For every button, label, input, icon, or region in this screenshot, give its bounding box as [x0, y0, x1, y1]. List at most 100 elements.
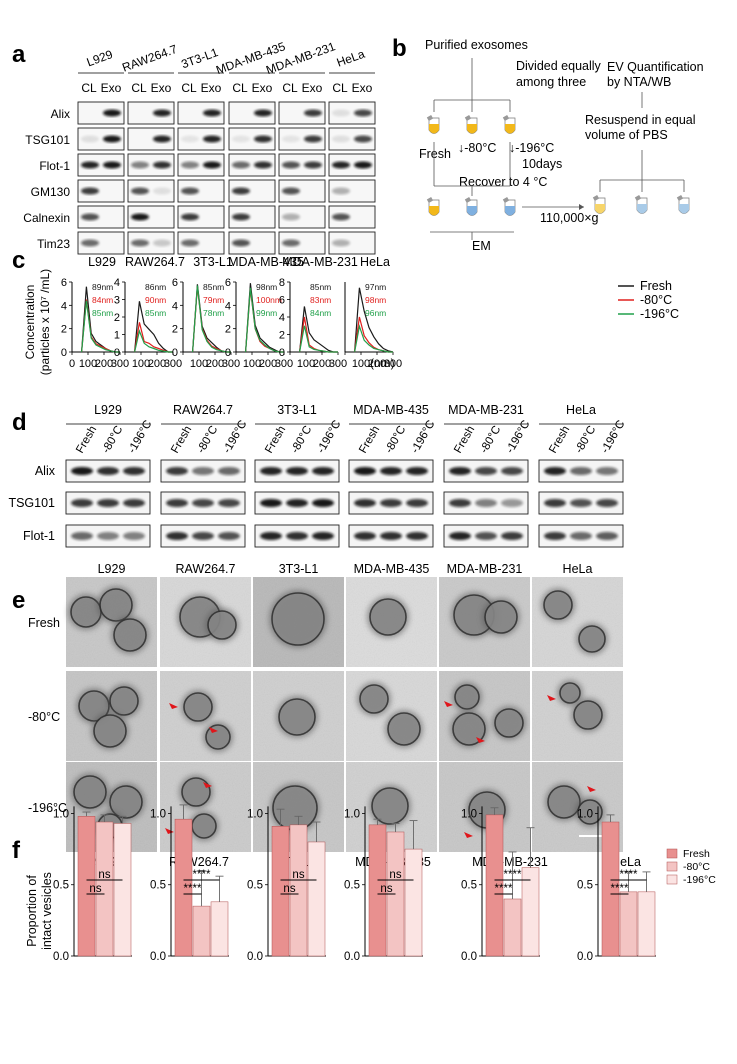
- em-vesicle: [109, 686, 139, 716]
- bar-ylabel-2: intact vesicles: [40, 872, 54, 950]
- panel-label-c: c: [12, 247, 25, 274]
- blot-d-band: [312, 499, 334, 507]
- em-red-arrowhead: [476, 737, 485, 743]
- blot-d-band: [449, 467, 471, 475]
- em-vesicle: [559, 682, 581, 704]
- blot-box: [127, 205, 175, 229]
- nta-title: L929: [88, 255, 116, 269]
- blot-d-band: [312, 467, 334, 475]
- blot-band: [304, 161, 322, 169]
- blot-box: [177, 127, 225, 151]
- nta-xtick-label: 300: [275, 358, 293, 370]
- em-vesicle: [73, 775, 107, 809]
- nta-peak-label: 83nm: [310, 295, 331, 305]
- nta-ytick-label: 2: [279, 330, 285, 342]
- tube-pbs-3-liquid: [679, 204, 689, 214]
- em-vesicle: [93, 714, 127, 748]
- blot-d-band: [406, 467, 428, 475]
- blot-band: [131, 187, 149, 195]
- lane-label-exo: Exo: [151, 81, 172, 95]
- nta-series-line: [134, 322, 173, 353]
- nta-ytick-label: 1: [114, 330, 120, 342]
- blot-band: [232, 239, 250, 247]
- nta-xtick-label: 300: [329, 358, 347, 370]
- nta-series-line: [299, 316, 338, 353]
- nta-xtick-label: 100: [79, 358, 97, 370]
- em-vesicle: [207, 610, 237, 640]
- blot-band: [282, 239, 300, 247]
- minus196-text: ↓-196°C: [509, 141, 554, 155]
- protein-label: Alix: [51, 107, 70, 121]
- minus80-text: ↓-80°C: [458, 141, 496, 155]
- tube-pbs-2-cap: [634, 195, 642, 201]
- em-cell-line: MDA-MB-231: [447, 562, 523, 576]
- fresh-text: Fresh: [419, 147, 451, 161]
- blot-d-band: [123, 532, 145, 540]
- bar-legend-swatch: [666, 874, 678, 885]
- lane-label-cl: CL: [181, 81, 197, 95]
- blot-band: [131, 161, 149, 169]
- nta-xtick-label: 300: [384, 358, 402, 370]
- sig-label: ns: [380, 883, 392, 895]
- blot-box: [278, 101, 326, 125]
- tube-pbs-3-cap: [676, 195, 684, 201]
- sig-label: ns: [389, 869, 401, 881]
- arrow-head: [579, 204, 584, 210]
- nta-peak-label: 90nm: [145, 295, 166, 305]
- nta-peak-label: 98nm: [256, 282, 277, 292]
- tube-80-em-cap: [464, 197, 472, 203]
- em-red-arrowhead: [464, 832, 473, 838]
- blot-box: [328, 127, 376, 151]
- blot-d-band: [260, 467, 282, 475]
- blot-band: [332, 239, 350, 247]
- blot-d-band: [380, 532, 402, 540]
- nta-xtick-label: 100: [243, 358, 261, 370]
- blot-box: [177, 179, 225, 203]
- blot-band: [153, 161, 171, 169]
- nta-series-line: [299, 325, 338, 353]
- blot-d-protein: Alix: [35, 464, 56, 478]
- bar: [521, 867, 540, 957]
- nta-xtick-label: 0: [69, 358, 75, 370]
- blot-d-condition: -80°C: [100, 424, 125, 456]
- blot-band: [304, 109, 322, 117]
- blot-band: [203, 109, 221, 117]
- nta-legend-label: Fresh: [640, 279, 672, 293]
- days-text: 10days: [522, 157, 562, 171]
- nta-series-line: [354, 323, 393, 353]
- blot-d-band: [166, 532, 188, 540]
- bar-chart-title: MDA-MB-231: [472, 855, 548, 869]
- blot-d-band: [354, 499, 376, 507]
- blot-band: [254, 161, 272, 169]
- em-vesicle: [494, 708, 524, 738]
- sig-label: ns: [89, 883, 101, 895]
- bar-ytick-label: 0.0: [247, 951, 263, 963]
- blot-band: [232, 135, 250, 143]
- cell-line-label: L929: [85, 47, 115, 69]
- protein-label: TSG101: [25, 133, 70, 147]
- blot-d-band: [406, 499, 428, 507]
- blot-d-condition: Fresh: [169, 424, 194, 455]
- blot-d-band: [97, 532, 119, 540]
- resuspend-text-1: Resuspend in equal: [585, 113, 696, 127]
- nta-peak-label: 85nm: [92, 308, 113, 318]
- bar-ytick-label: 1.0: [577, 808, 593, 820]
- bar-ytick-label: 0.0: [461, 951, 477, 963]
- em-vesicle: [454, 684, 480, 710]
- tube-80-em-liquid: [467, 206, 477, 216]
- blot-band: [103, 109, 121, 117]
- panel-label-b: b: [392, 35, 407, 62]
- blot-d-protein: TSG101: [8, 496, 55, 510]
- sig-label: ****: [184, 883, 202, 895]
- em-vesicle: [271, 592, 325, 646]
- panel-label-e: e: [12, 587, 25, 614]
- blot-d-condition: -80°C: [289, 424, 314, 456]
- nta-title: MDA-MB-231: [282, 255, 358, 269]
- bar: [404, 848, 423, 957]
- nta-peak-label: 85nm: [310, 282, 331, 292]
- divided-text-1: Divided equally: [516, 59, 602, 73]
- protein-label: Tim23: [37, 237, 70, 251]
- lane-label-cl: CL: [81, 81, 97, 95]
